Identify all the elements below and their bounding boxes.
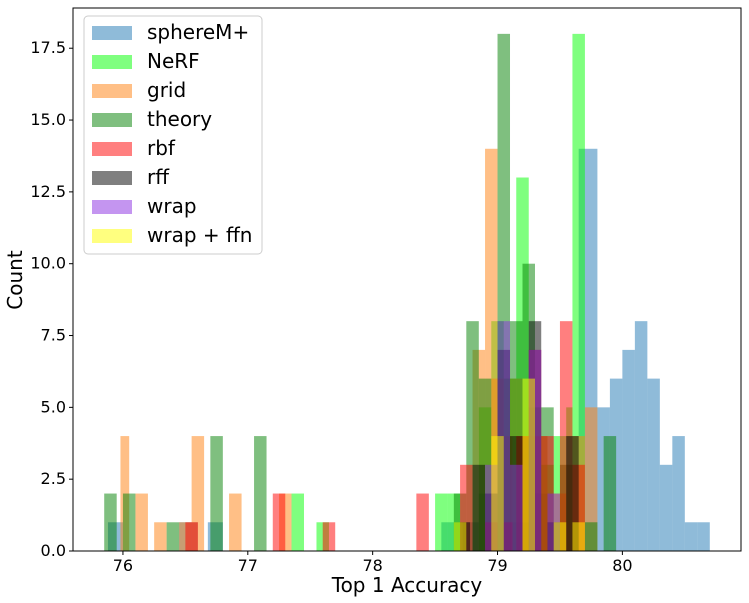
bar-5-1 bbox=[472, 464, 486, 551]
legend-label-0: sphereM+ bbox=[147, 20, 249, 44]
y-tick-label-1: 2.5 bbox=[41, 469, 66, 488]
plot-frame bbox=[72, 7, 742, 552]
legend-swatch-4 bbox=[92, 142, 132, 156]
bar-2-2 bbox=[154, 522, 167, 551]
legend-label-3: theory bbox=[147, 107, 212, 131]
bar-1-2 bbox=[435, 493, 448, 551]
bar-1-0 bbox=[291, 493, 304, 551]
bar-0-12 bbox=[622, 349, 635, 551]
bar-3-3 bbox=[210, 436, 223, 551]
y-tick-label-7: 17.5 bbox=[30, 38, 66, 57]
x-axis-label: Top 1 Accuracy bbox=[331, 573, 483, 597]
y-tick-label-0: 0.0 bbox=[41, 541, 66, 560]
bar-4-1 bbox=[272, 493, 286, 551]
bar-2-0 bbox=[120, 436, 130, 551]
bar-7-3 bbox=[553, 522, 567, 551]
bar-2-5 bbox=[229, 493, 242, 551]
bar-7-4 bbox=[572, 522, 585, 551]
bar-2-1 bbox=[135, 493, 148, 551]
x-tick-label-1: 77 bbox=[238, 556, 258, 575]
legend-swatch-5 bbox=[92, 171, 132, 185]
legend-label-7: wrap + ffn bbox=[147, 223, 252, 247]
bar-3-4 bbox=[254, 436, 267, 551]
bar-1-12 bbox=[572, 33, 585, 552]
bar-3-1 bbox=[122, 493, 136, 551]
legend-label-2: grid bbox=[147, 78, 186, 102]
y-tick-label-5: 12.5 bbox=[30, 182, 66, 201]
legend-label-1: NeRF bbox=[147, 49, 200, 73]
bar-0-14 bbox=[647, 378, 660, 551]
legend-label-4: rbf bbox=[147, 136, 176, 160]
legend-swatch-6 bbox=[92, 200, 132, 214]
y-axis-label: Count bbox=[3, 250, 27, 310]
bar-7-1 bbox=[491, 436, 504, 551]
x-tick-label-4: 80 bbox=[612, 556, 632, 575]
legend-frame bbox=[83, 15, 263, 255]
bar-3-2 bbox=[166, 522, 180, 551]
bar-0-18 bbox=[697, 522, 710, 551]
y-tick-label-2: 5.0 bbox=[41, 397, 66, 416]
legend-swatch-0 bbox=[92, 26, 132, 40]
bars-layer bbox=[104, 33, 710, 552]
y-tick-label-6: 15.0 bbox=[30, 110, 66, 129]
legend-swatch-3 bbox=[92, 113, 132, 127]
x-tick-label-3: 79 bbox=[487, 556, 507, 575]
legend-swatch-7 bbox=[92, 229, 132, 243]
bar-7-0 bbox=[453, 522, 467, 551]
y-tick-label-3: 7.5 bbox=[41, 326, 66, 345]
bar-0-13 bbox=[634, 321, 648, 551]
series-7 bbox=[453, 378, 585, 551]
x-tick-label-0: 76 bbox=[113, 556, 133, 575]
bar-6-2 bbox=[510, 464, 523, 551]
bar-7-2 bbox=[522, 378, 535, 551]
legend-label-5: rff bbox=[147, 165, 170, 189]
bar-0-16 bbox=[672, 436, 685, 551]
legend-label-6: wrap bbox=[147, 194, 197, 218]
legend-swatch-1 bbox=[92, 55, 132, 69]
bar-4-3 bbox=[416, 493, 429, 551]
bar-4-2 bbox=[322, 522, 336, 551]
bar-3-13 bbox=[584, 522, 598, 551]
bar-2-16 bbox=[584, 407, 598, 551]
bar-0-17 bbox=[684, 522, 698, 551]
bar-0-15 bbox=[659, 464, 673, 551]
axes-layer bbox=[72, 7, 742, 552]
x-tick-label-2: 78 bbox=[362, 556, 382, 575]
y-tick-label-4: 10.0 bbox=[30, 254, 66, 273]
bar-3-0 bbox=[104, 493, 117, 551]
bar-4-0 bbox=[185, 522, 198, 551]
legend: sphereM+ NeRF grid theory rbf rff wrap wrap + f… bbox=[83, 15, 263, 255]
bar-3-14 bbox=[603, 436, 617, 551]
ticks-layer: 76 77 78 79 80 0.0 2.5 5.0 7.5 10.0 12.5 15.0 17.5 bbox=[30, 38, 632, 575]
legend-swatch-2 bbox=[92, 84, 132, 98]
